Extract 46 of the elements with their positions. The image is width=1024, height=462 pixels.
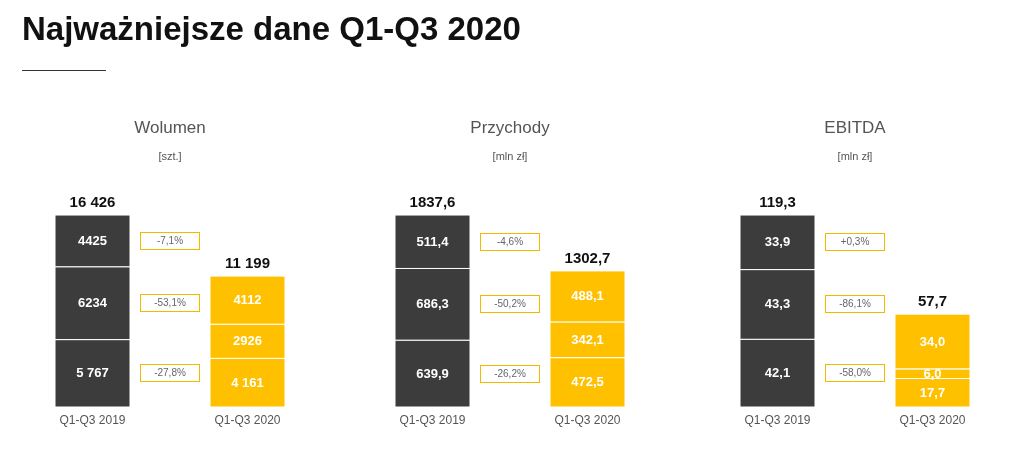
text: Najważniejsze dane Q1-Q3 2020 (22, 10, 522, 48)
data-label: 4112 (233, 292, 262, 308)
data-label: 488,1 (571, 288, 604, 304)
data-label: 2926 (233, 333, 262, 349)
x-tick-label: Q1-Q3 2019 (59, 412, 126, 427)
data-label: 4425 (78, 232, 107, 248)
total-label: 11 199 (224, 254, 271, 272)
callout-box: -4,6% (480, 232, 540, 251)
total-label: 1302,7 (564, 248, 611, 266)
data-label: 5 767 (76, 365, 109, 381)
data-label: 42,1 (764, 365, 791, 381)
data-label: 34,0 (919, 333, 946, 349)
callout-box: -58,0% (825, 364, 885, 383)
x-tick-label: Q1-Q3 2020 (214, 412, 281, 427)
data-label: 342,1 (571, 331, 604, 347)
total-label: 16 426 (69, 193, 116, 211)
callout-box: +0,3% (825, 233, 885, 252)
chart-title: Wolumen (133, 118, 207, 138)
callout-box: -7,1% (140, 231, 200, 250)
data-label: 639,9 (416, 365, 449, 381)
data-label: 6234 (78, 295, 108, 311)
data-label: 686,3 (416, 296, 449, 312)
x-tick-label: Q1-Q3 2020 (899, 412, 966, 427)
data-label: 43,3 (764, 296, 791, 312)
callout-box: -86,1% (825, 295, 885, 314)
callout-box: -27,8% (140, 364, 200, 383)
chart-title: Przychody (469, 118, 551, 138)
total-label: 119,3 (759, 193, 796, 211)
callout-box: -50,2% (480, 295, 540, 314)
data-label: 33,9 (764, 234, 791, 250)
x-tick-label: Q1-Q3 2019 (399, 412, 466, 427)
data-label: 17,7 (919, 384, 946, 400)
data-label: 4 161 (231, 374, 264, 390)
callout-box: -53,1% (140, 294, 200, 313)
x-tick-label: Q1-Q3 2019 (744, 412, 811, 427)
chart-subtitle: [szt.] (157, 150, 183, 162)
data-label: 511,4 (416, 233, 450, 249)
data-label: 472,5 (571, 374, 604, 390)
chart-title: EBITDA (823, 118, 887, 138)
callout-box: -26,2% (480, 364, 540, 383)
total-label: 1837,6 (409, 193, 456, 211)
x-tick-label: Q1-Q3 2020 (554, 412, 621, 427)
chart-subtitle: [mln zł] (836, 150, 874, 162)
total-label: 57,7 (917, 292, 948, 310)
chart-subtitle: [mln zł] (491, 150, 529, 162)
data-label: 6,0 (923, 365, 942, 381)
